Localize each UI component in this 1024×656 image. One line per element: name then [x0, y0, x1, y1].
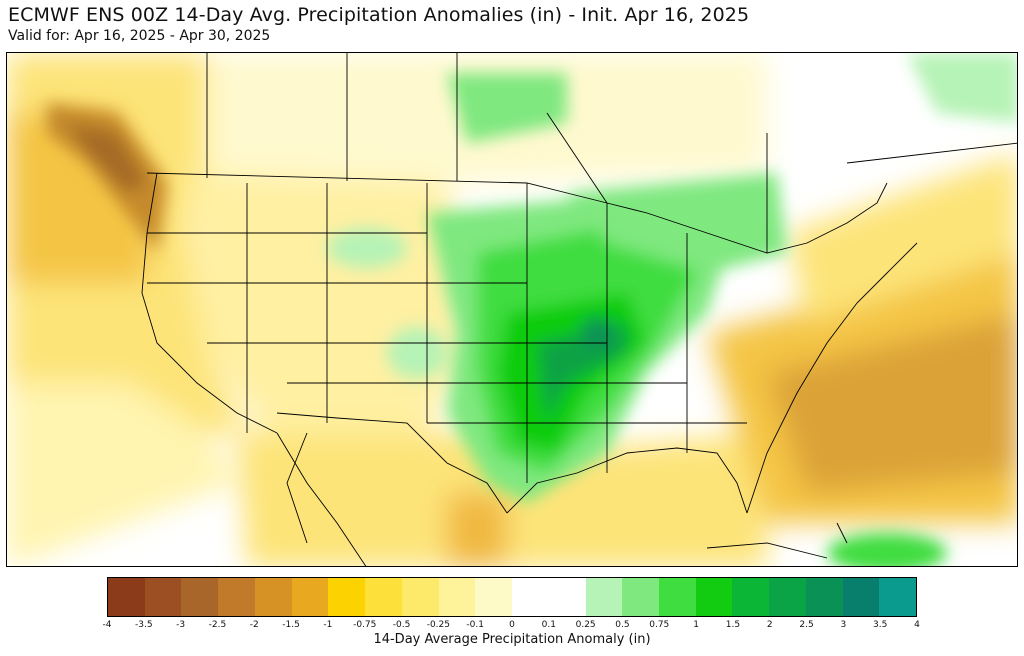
- colorbar-swatch: [769, 578, 806, 616]
- colorbar-tick-label: -1.5: [282, 620, 300, 630]
- colorbar-swatch: [438, 578, 476, 616]
- wet-anomaly-field: [327, 53, 1017, 566]
- colorbar-tick-label: 1.5: [725, 620, 741, 630]
- colorbar-tick-label: 0: [509, 620, 515, 630]
- political-borders: [141, 53, 1017, 566]
- colorbar-tick-label: -2: [249, 620, 259, 630]
- colorbar-swatch: [622, 578, 660, 616]
- colorbar-tick-label: 1: [693, 620, 699, 630]
- colorbar-tick-label: -0.75: [353, 620, 377, 630]
- colorbar-tick-label: 3.5: [873, 620, 888, 630]
- colorbar-tick-label: 0.75: [649, 620, 670, 630]
- colorbar-swatch: [254, 578, 292, 616]
- colorbar-swatch: [512, 578, 549, 616]
- precipitation-map: [6, 52, 1018, 567]
- colorbar-swatch: [365, 578, 402, 616]
- colorbar: [107, 577, 917, 617]
- colorbar-tick-label: -2.5: [208, 620, 227, 630]
- colorbar-swatch: [585, 578, 623, 616]
- colorbar-label: 14-Day Average Precipitation Anomaly (in…: [373, 632, 651, 647]
- colorbar-swatch: [659, 578, 696, 616]
- colorbar-swatch: [291, 578, 329, 616]
- colorbar-swatch: [475, 578, 513, 616]
- colorbar-swatch: [401, 578, 439, 616]
- colorbar-swatch: [328, 578, 366, 616]
- colorbar-tick-label: -0.5: [392, 620, 411, 630]
- colorbar-swatch: [732, 578, 770, 616]
- colorbar-swatch: [842, 578, 880, 616]
- colorbar-swatch: [548, 578, 586, 616]
- colorbar-swatch: [695, 578, 733, 616]
- colorbar-tick-label: -1: [323, 620, 333, 630]
- colorbar-swatch: [879, 578, 917, 616]
- dry-anomaly-core: [47, 103, 167, 253]
- colorbar-tick-label: 3: [840, 620, 847, 630]
- colorbar-tick-label: -4: [102, 620, 112, 630]
- colorbar-swatch: [181, 578, 219, 616]
- colorbar-swatch: [108, 578, 145, 616]
- colorbar-tick-label: 0.25: [575, 620, 596, 630]
- colorbar-tick-label: 2: [766, 620, 773, 630]
- colorbar-swatch: [805, 578, 843, 616]
- colorbar-tick-label: 0.5: [615, 620, 630, 630]
- colorbar-ticks: -4 -3.5 -3 -2.5 -2 -1.5 -1 -0.75 -0.5 -0.25 -0.1 0 0…: [103, 620, 920, 634]
- map-title: ECMWF ENS 00Z 14-Day Avg. Precipitation …: [8, 4, 750, 26]
- colorbar-tick-label: 2.5: [799, 620, 814, 630]
- colorbar-swatch: [218, 578, 255, 616]
- colorbar-tick-label: -3: [176, 620, 186, 630]
- colorbar-tick-label: 0.1: [541, 620, 556, 630]
- valid-period: Valid for: Apr 16, 2025 - Apr 30, 2025: [8, 28, 271, 44]
- colorbar-swatch: [144, 578, 182, 616]
- colorbar-tick-label: 4: [914, 620, 920, 630]
- colorbar-swatches: [107, 577, 917, 617]
- colorbar-tick-label: -0.25: [426, 620, 451, 630]
- colorbar-tick-label: -0.1: [466, 620, 484, 630]
- colorbar-tick-label: -3.5: [135, 620, 153, 630]
